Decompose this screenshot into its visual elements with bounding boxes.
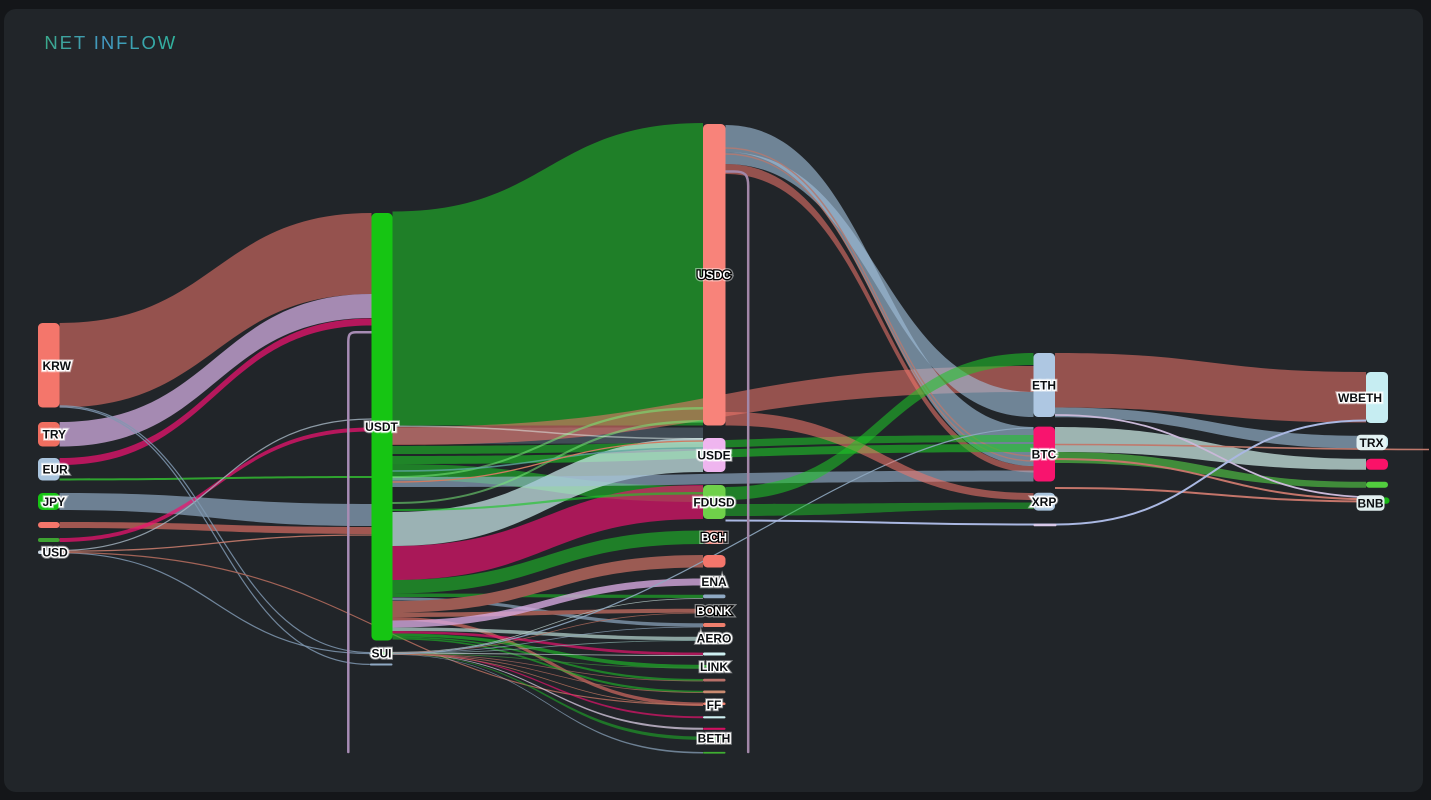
svg-text:JPY: JPY (43, 495, 66, 509)
svg-text:TRX: TRX (1360, 436, 1384, 450)
svg-text:KRW: KRW (43, 359, 72, 373)
svg-text:FDUSD: FDUSD (693, 495, 735, 509)
svg-text:XRP: XRP (1032, 495, 1057, 509)
svg-text:FDUSD: FDUSD (693, 495, 735, 509)
svg-text:BCH: BCH (701, 530, 727, 544)
svg-text:ETH: ETH (1032, 378, 1056, 392)
svg-text:EUR: EUR (43, 462, 69, 476)
svg-text:BONK: BONK (696, 604, 732, 618)
svg-text:KRW: KRW (43, 359, 72, 373)
svg-text:USDE: USDE (697, 448, 730, 462)
svg-text:SUI: SUI (371, 647, 391, 661)
svg-text:LINK: LINK (700, 660, 728, 674)
svg-text:ENA: ENA (701, 575, 727, 589)
svg-text:USDC: USDC (697, 268, 731, 282)
svg-text:AERO: AERO (697, 632, 732, 646)
svg-text:JPY: JPY (43, 495, 66, 509)
svg-text:EUR: EUR (43, 462, 69, 476)
svg-text:BETH: BETH (698, 731, 731, 745)
svg-text:NET INFLOW: NET INFLOW (44, 32, 177, 53)
svg-text:USDT: USDT (365, 420, 398, 434)
svg-text:LINK: LINK (700, 660, 728, 674)
svg-text:TRY: TRY (43, 427, 67, 441)
svg-text:USDT: USDT (365, 420, 398, 434)
svg-text:TRY: TRY (43, 427, 67, 441)
svg-text:SUI: SUI (371, 647, 391, 661)
svg-text:BNB: BNB (1358, 496, 1384, 510)
svg-text:AERO: AERO (697, 632, 732, 646)
svg-text:FF: FF (707, 698, 722, 712)
svg-text:XRP: XRP (1032, 495, 1057, 509)
svg-text:WBETH: WBETH (1338, 391, 1382, 405)
svg-text:BTC: BTC (1032, 447, 1057, 461)
svg-text:USDE: USDE (697, 448, 730, 462)
svg-text:FF: FF (707, 698, 722, 712)
svg-text:USD: USD (43, 546, 69, 560)
svg-text:BETH: BETH (698, 731, 731, 745)
svg-text:WBETH: WBETH (1338, 391, 1382, 405)
svg-text:USDC: USDC (697, 268, 731, 282)
svg-text:BCH: BCH (701, 530, 727, 544)
svg-text:USD: USD (43, 546, 69, 560)
svg-text:BTC: BTC (1032, 447, 1057, 461)
svg-text:ENA: ENA (701, 575, 727, 589)
svg-text:ETH: ETH (1032, 378, 1056, 392)
svg-text:BONK: BONK (696, 604, 732, 618)
